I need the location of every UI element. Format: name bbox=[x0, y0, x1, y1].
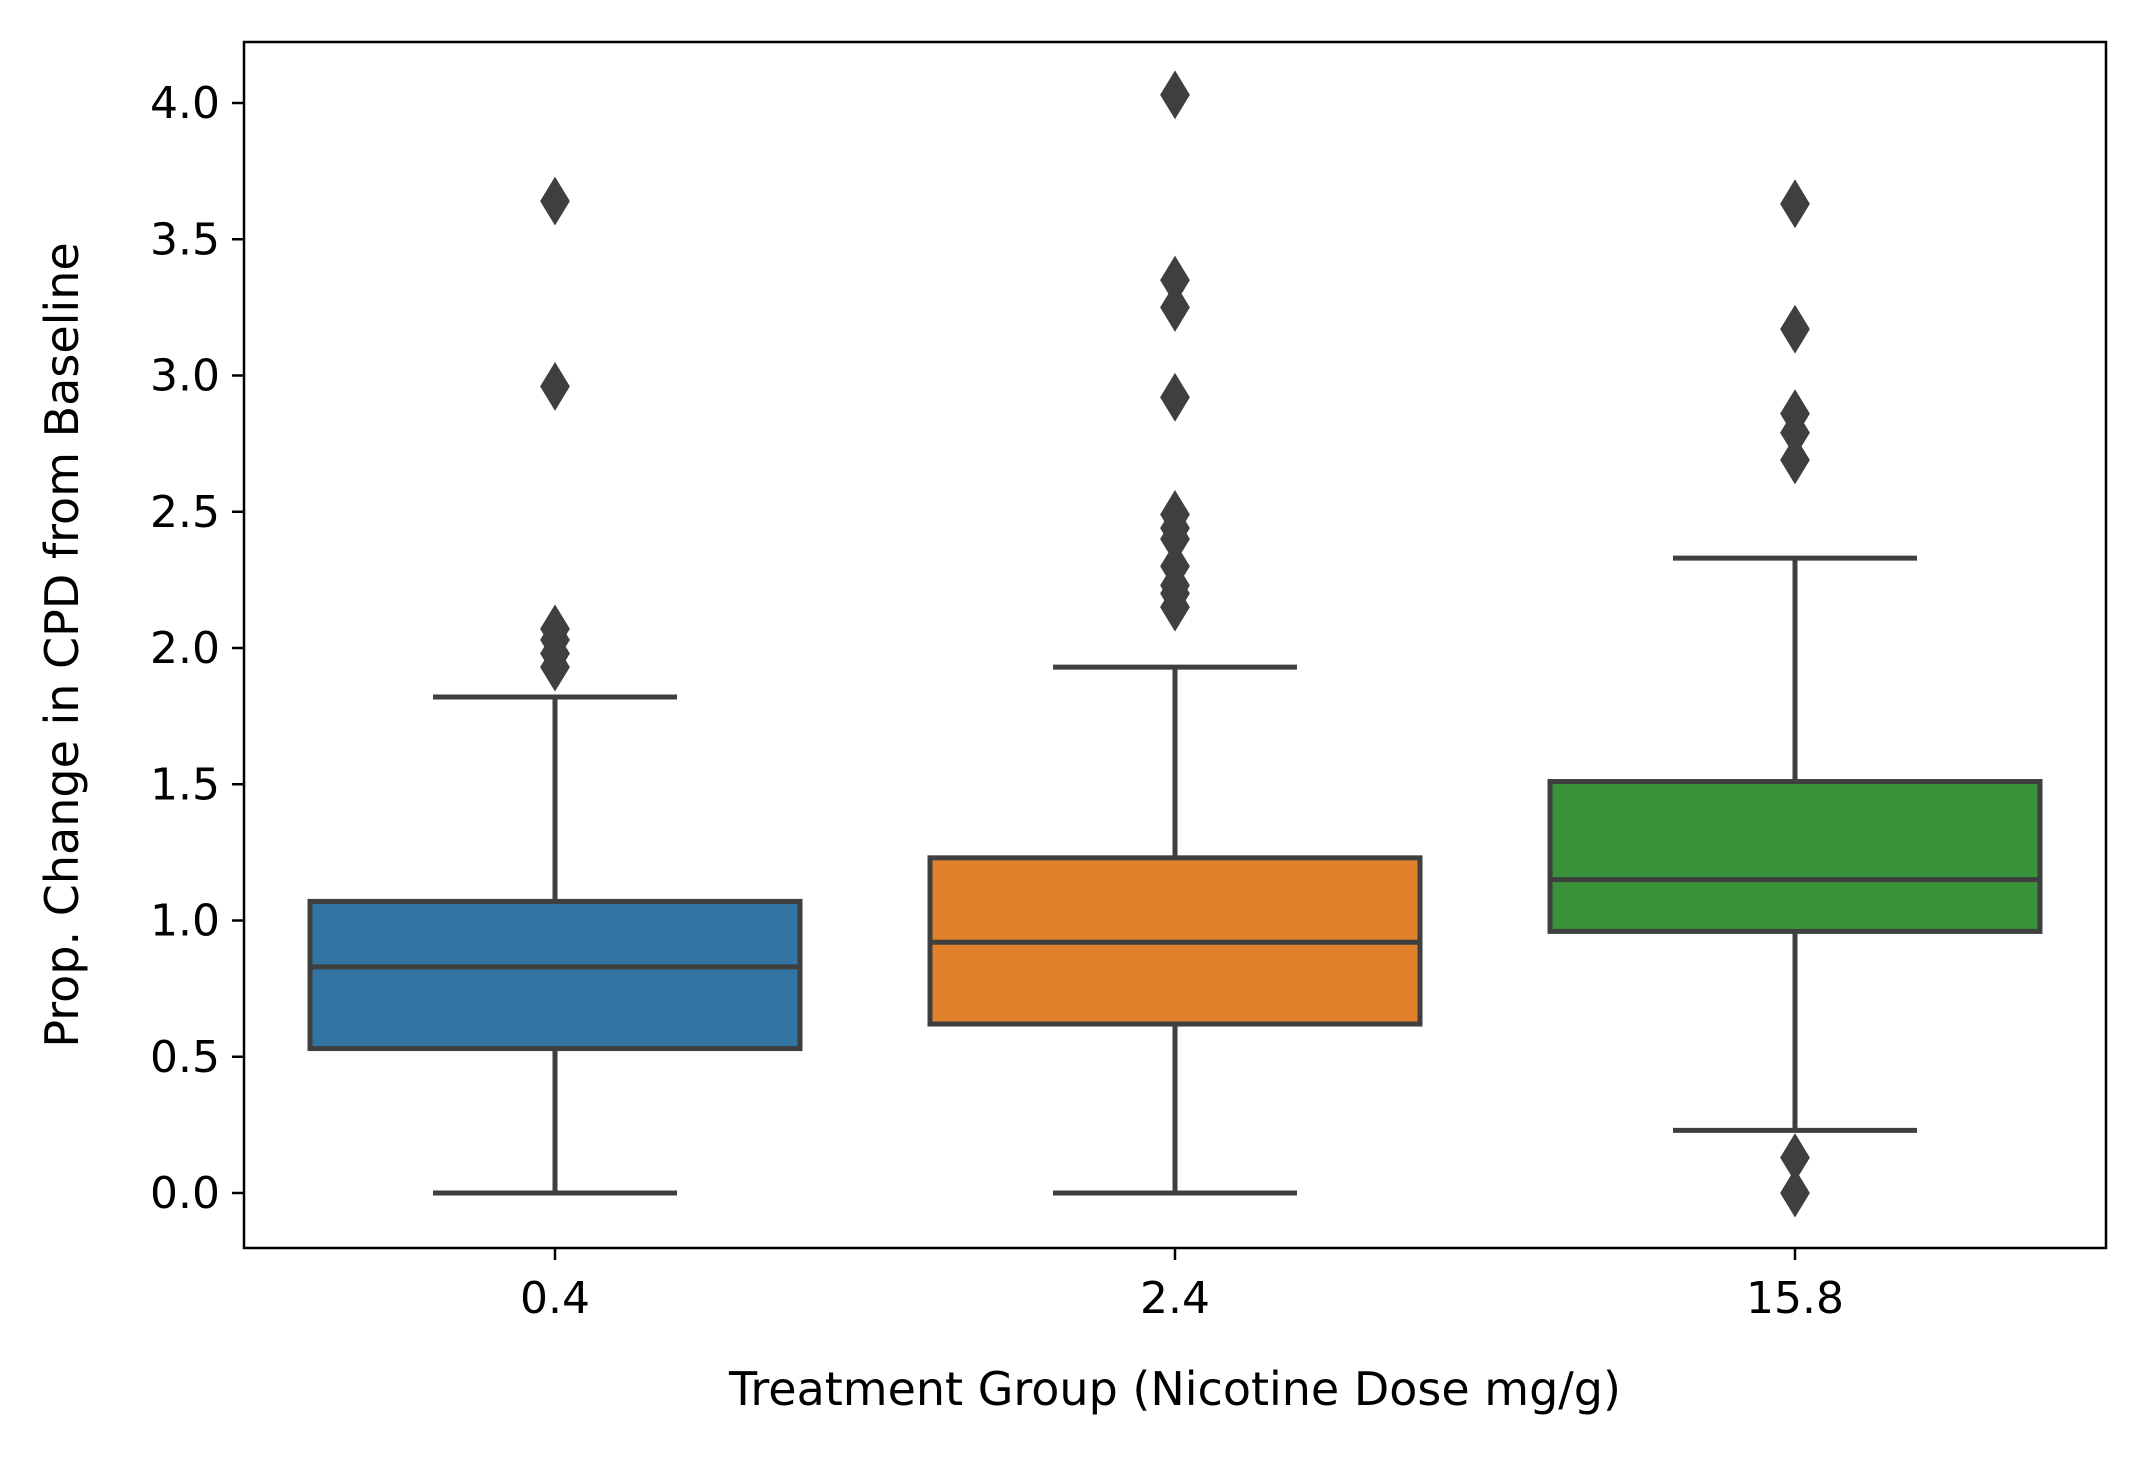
y-tick-label: 2.5 bbox=[150, 487, 220, 538]
x-axis-label: Treatment Group (Nicotine Dose mg/g) bbox=[728, 1362, 1621, 1416]
x-tick-label: 2.4 bbox=[1140, 1273, 1210, 1324]
x-tick-label: 0.4 bbox=[520, 1273, 590, 1324]
box-group-0 bbox=[307, 176, 803, 1196]
y-axis-label: Prop. Change in CPD from Baseline bbox=[35, 242, 89, 1047]
y-axis: 0.0 0.5 1.0 1.5 2.0 2.5 3.0 3.5 4.0 bbox=[150, 78, 244, 1219]
outlier-point bbox=[1160, 541, 1190, 591]
outlier-point bbox=[540, 361, 570, 411]
y-tick-label: 0.5 bbox=[150, 1032, 220, 1083]
outlier-point bbox=[1160, 372, 1190, 422]
outlier-point bbox=[1780, 304, 1810, 354]
outlier-point bbox=[1160, 490, 1190, 539]
outlier-point bbox=[1780, 1168, 1810, 1218]
y-tick-label: 1.5 bbox=[150, 759, 220, 810]
outlier-point bbox=[1780, 1133, 1810, 1183]
plot-marks bbox=[307, 70, 2043, 1218]
y-tick-label: 2.0 bbox=[150, 623, 220, 674]
x-tick-label: 15.8 bbox=[1746, 1273, 1844, 1324]
outlier-point bbox=[1780, 179, 1810, 229]
outlier-point bbox=[540, 604, 570, 654]
y-tick-label: 3.5 bbox=[150, 214, 220, 265]
outlier-point bbox=[1160, 255, 1190, 305]
box-group-1 bbox=[927, 70, 1423, 1196]
outlier-point bbox=[1160, 282, 1190, 332]
outlier-point bbox=[1780, 435, 1810, 485]
y-tick-label: 3.0 bbox=[150, 351, 220, 402]
y-tick-label: 1.0 bbox=[150, 896, 220, 947]
box-iqr bbox=[307, 898, 803, 1052]
y-tick-label: 4.0 bbox=[150, 78, 220, 129]
x-axis: 0.4 2.4 15.8 bbox=[520, 1248, 1844, 1324]
outlier-point bbox=[540, 176, 570, 226]
outlier-point bbox=[1780, 389, 1810, 439]
box-iqr bbox=[1547, 779, 2043, 934]
box-group-2 bbox=[1547, 179, 2043, 1218]
outlier-point bbox=[1160, 70, 1190, 120]
y-tick-label: 0.0 bbox=[150, 1168, 220, 1219]
